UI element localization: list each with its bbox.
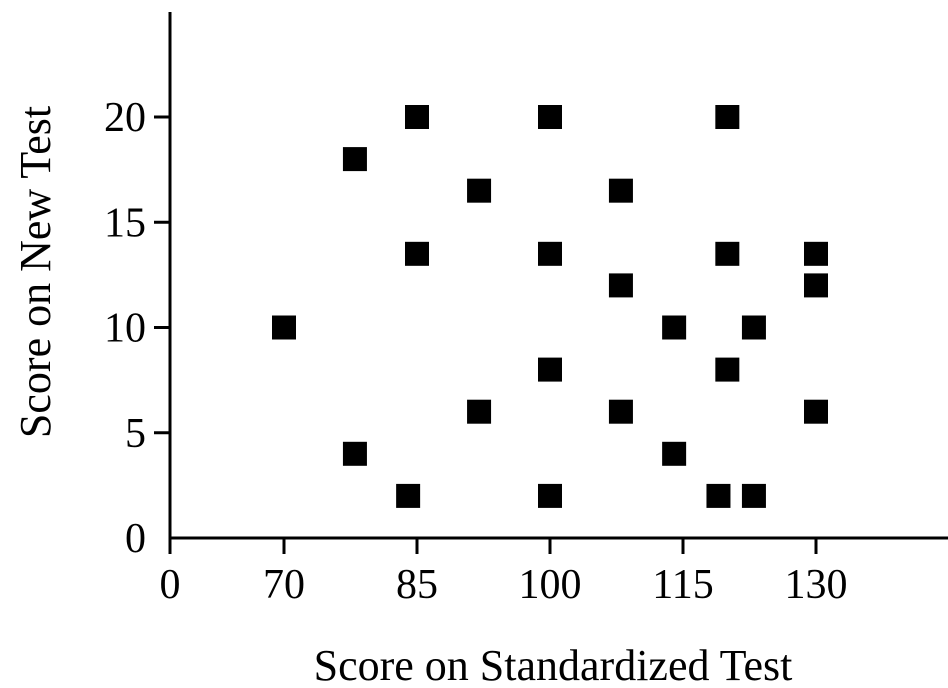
x-tick-label: 115 <box>652 562 713 608</box>
data-point <box>608 178 633 203</box>
data-point <box>804 399 828 424</box>
data-point <box>715 357 740 382</box>
y-ticks: 0 5 10 15 20 <box>104 95 170 562</box>
data-point <box>715 241 740 266</box>
data-points <box>272 105 828 508</box>
y-tick-label: 15 <box>104 200 146 246</box>
data-point <box>608 399 633 424</box>
data-point <box>342 147 367 172</box>
data-point <box>467 178 492 203</box>
y-tick-label: 10 <box>104 306 146 352</box>
y-tick-label: 0 <box>125 516 146 562</box>
data-point <box>272 315 296 340</box>
data-point <box>741 483 766 508</box>
x-tick-label: 130 <box>785 562 848 608</box>
y-axis-title: Score on New Test <box>11 106 60 438</box>
data-point <box>741 315 766 340</box>
y-tick-label: 20 <box>104 95 146 141</box>
data-point <box>662 441 687 466</box>
data-point <box>706 483 731 508</box>
data-point <box>804 241 828 266</box>
data-point <box>405 241 429 266</box>
x-tick-label: 100 <box>519 562 582 608</box>
x-ticks: 0 70 85 100 115 130 <box>160 538 848 608</box>
axes <box>168 12 948 540</box>
data-point <box>342 441 367 466</box>
data-point <box>662 315 687 340</box>
data-point <box>396 483 421 508</box>
data-point <box>538 357 562 382</box>
data-point <box>715 105 740 129</box>
data-point <box>538 105 562 129</box>
data-point <box>467 399 492 424</box>
data-point <box>405 105 429 129</box>
data-point <box>804 273 828 298</box>
y-tick-label: 5 <box>125 411 146 457</box>
data-point <box>538 241 562 266</box>
data-point <box>538 483 562 508</box>
x-axis-title: Score on Standardized Test <box>314 641 793 688</box>
x-tick-label: 0 <box>160 562 181 608</box>
x-tick-label: 70 <box>263 562 305 608</box>
data-point <box>608 273 633 298</box>
x-tick-label: 85 <box>396 562 438 608</box>
